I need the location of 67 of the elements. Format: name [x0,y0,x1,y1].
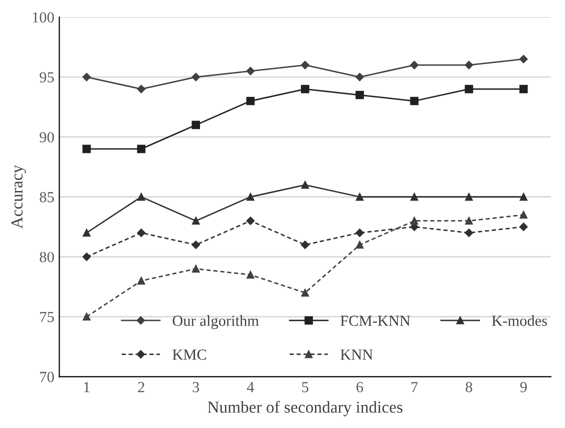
point [192,72,200,82]
x-axis-title: Number of secondary indices [208,400,402,416]
point [246,66,255,76]
point [356,240,364,249]
x-tick-label: 8 [466,382,472,392]
point [520,193,528,201]
legend-label: K-modes [492,315,547,326]
point [301,181,309,189]
point [356,72,364,82]
point [300,240,310,249]
y-axis-title: Accuracy [11,165,26,229]
point [82,252,91,261]
point [300,60,310,70]
point [410,217,418,225]
point [520,211,528,219]
x-tick-label: 3 [192,382,200,392]
x-tick-label: 4 [246,382,254,392]
point [246,96,255,106]
point [82,144,91,154]
x-tick-label: 1 [84,382,90,392]
point [246,216,255,225]
legend-label: Our algorithm [172,315,259,330]
point [192,120,200,130]
point [137,144,146,154]
point [519,54,528,64]
y-tick-label: 90 [40,132,54,142]
point [464,228,474,237]
point [300,84,310,94]
x-tick-label: 5 [302,382,308,392]
point [246,193,254,201]
y-tick-label: 75 [40,312,54,322]
y-tick-label: 100 [32,12,54,23]
point [192,240,200,249]
point [137,228,146,237]
point [82,312,90,321]
point [356,228,364,237]
x-tick-label: 9 [520,382,527,392]
y-tick-label: 70 [40,372,54,382]
point [410,60,418,70]
point [82,72,91,82]
point [465,193,473,201]
y-tick-label: 95 [40,72,54,82]
legend-label: KMC [172,350,206,360]
x-tick-label: 2 [138,382,144,392]
point [192,264,200,273]
point [519,84,528,94]
point [246,270,254,279]
legend-label: FCM-KNN [340,316,410,326]
point [356,193,364,201]
y-tick-label: 85 [40,192,54,202]
point [464,84,474,94]
legend-label: KNN [340,350,373,360]
x-tick-label: 7 [412,382,418,392]
point [137,84,146,94]
point [410,96,418,106]
x-tick-label: 6 [356,382,364,392]
y-tick-label: 80 [40,252,54,262]
point [464,60,474,70]
point [192,217,200,225]
point [519,222,528,231]
point [137,276,146,285]
point [301,288,309,297]
point [82,229,90,237]
point [410,193,418,201]
point [356,90,364,100]
point [137,193,146,201]
point [465,217,473,225]
